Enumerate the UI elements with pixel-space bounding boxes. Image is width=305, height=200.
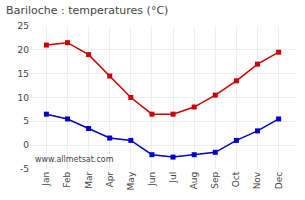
svg-text:Mar: Mar	[84, 172, 94, 189]
svg-text:Aug: Aug	[189, 172, 199, 190]
svg-text:Jan: Jan	[41, 172, 51, 187]
svg-text:15: 15	[18, 69, 29, 79]
svg-text:0: 0	[23, 140, 29, 150]
svg-text:Jul: Jul	[168, 172, 178, 184]
svg-text:Sep: Sep	[210, 172, 220, 189]
svg-text:-5: -5	[20, 164, 29, 174]
svg-text:May: May	[126, 171, 136, 190]
svg-text:20: 20	[18, 45, 30, 55]
svg-text:5: 5	[23, 116, 29, 126]
svg-text:Dec: Dec	[274, 172, 284, 189]
svg-text:Feb: Feb	[62, 172, 72, 188]
svg-text:www.allmetsat.com: www.allmetsat.com	[35, 155, 114, 164]
svg-text:10: 10	[18, 93, 30, 103]
svg-text:Bariloche : temperatures (°C): Bariloche : temperatures (°C)	[6, 4, 168, 17]
svg-text:Oct: Oct	[231, 171, 241, 187]
svg-text:25: 25	[18, 21, 29, 31]
svg-text:Apr: Apr	[105, 172, 115, 188]
svg-text:Nov: Nov	[252, 171, 262, 189]
svg-text:Jun: Jun	[147, 172, 157, 187]
